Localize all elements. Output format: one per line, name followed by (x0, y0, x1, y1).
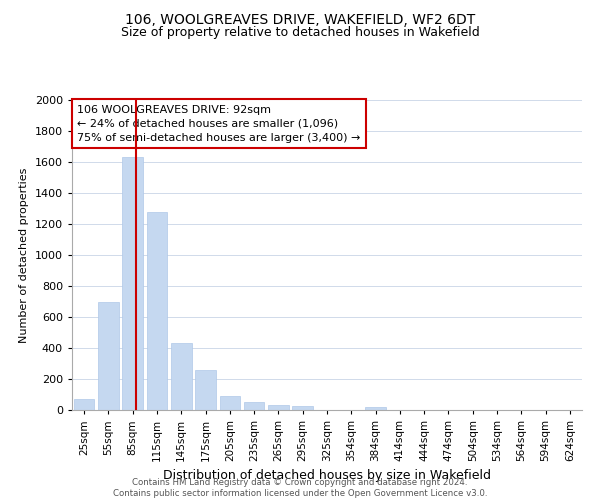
Bar (122, 158, 143, 410)
Y-axis label: Number of detached properties: Number of detached properties (19, 168, 29, 342)
Text: 106, WOOLGREAVES DRIVE, WAKEFIELD, WF2 6DT: 106, WOOLGREAVES DRIVE, WAKEFIELD, WF2 6… (125, 12, 475, 26)
Text: Size of property relative to detached houses in Wakefield: Size of property relative to detached ho… (121, 26, 479, 39)
Bar (244, 402, 265, 410)
Bar (195, 370, 216, 410)
Bar (171, 344, 191, 410)
X-axis label: Distribution of detached houses by size in Wakefield: Distribution of detached houses by size … (163, 470, 491, 482)
Bar (146, 212, 167, 410)
Bar (365, 407, 386, 410)
Bar (292, 406, 313, 410)
Text: Contains HM Land Registry data © Crown copyright and database right 2024.
Contai: Contains HM Land Registry data © Crown c… (113, 478, 487, 498)
Text: 106 WOOLGREAVES DRIVE: 92sqm
← 24% of detached houses are smaller (1,096)
75% of: 106 WOOLGREAVES DRIVE: 92sqm ← 24% of de… (77, 104, 361, 142)
Bar (268, 404, 289, 410)
Bar (74, 399, 94, 410)
Bar (220, 396, 240, 410)
Bar (98, 302, 119, 410)
